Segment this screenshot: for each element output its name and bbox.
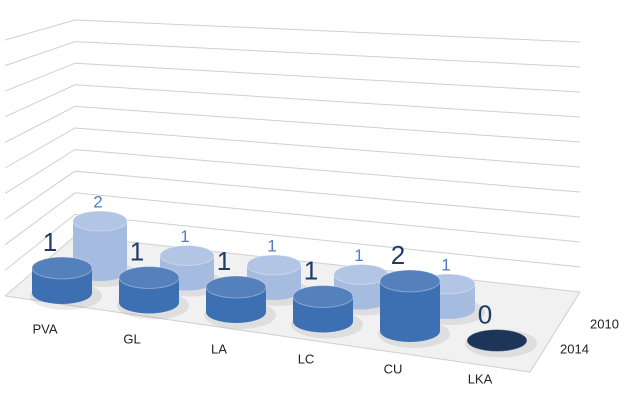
grid-line	[4, 105, 581, 143]
cylinder-top-shade	[380, 270, 440, 292]
x-tick-label: LKA	[468, 371, 493, 386]
cylinder-top-shade	[73, 211, 127, 231]
grid-line	[4, 62, 581, 93]
grid-line	[4, 127, 581, 169]
cylinder-top	[205, 275, 267, 299]
grid-line	[4, 170, 581, 220]
cylinder-top	[246, 254, 302, 276]
cylinder-top-shade	[32, 257, 92, 279]
x-tick-label: CU	[384, 361, 403, 376]
data-label: 1	[267, 236, 276, 255]
cylinder-top	[31, 256, 93, 280]
grid-line	[4, 192, 581, 246]
x-tick-label: GL	[123, 331, 140, 346]
cylinder-top-shade	[334, 264, 388, 285]
data-label: 1	[43, 227, 57, 257]
cylinder	[380, 281, 440, 342]
cylinder-top-shade	[119, 266, 179, 289]
grid-line	[4, 149, 581, 195]
cylinder-top	[379, 269, 441, 293]
depth-label: 2014	[560, 341, 589, 356]
data-label: 1	[180, 227, 189, 246]
x-tick-label: PVA	[32, 321, 57, 336]
cylinder-top-shade	[206, 276, 266, 298]
data-label: 1	[354, 246, 363, 265]
cylinder-top	[72, 210, 128, 232]
cylinder-top	[118, 266, 180, 289]
depth-label: 2010	[590, 316, 619, 331]
data-label: 0	[478, 299, 492, 329]
data-label: 1	[441, 255, 450, 274]
x-tick-label: LC	[298, 351, 315, 366]
grid-line	[4, 19, 581, 43]
grid-line	[4, 213, 581, 271]
cylinder-top	[292, 285, 354, 308]
cylinder-top	[466, 329, 528, 352]
cylinder-top	[159, 245, 215, 266]
grid-line	[4, 41, 581, 68]
data-label: 1	[217, 246, 231, 276]
data-label: 2	[93, 192, 102, 211]
floor-edge	[529, 291, 581, 373]
cylinder-top-shade	[293, 285, 353, 308]
grid-line	[4, 84, 581, 118]
data-label: 1	[130, 236, 144, 266]
floor-edge	[4, 295, 531, 373]
data-label: 1	[304, 255, 318, 285]
data-label: 2	[391, 240, 405, 270]
cylinder-top-shade	[160, 245, 214, 266]
cylinder-top-shade	[247, 255, 301, 275]
x-tick-label: LA	[211, 341, 227, 356]
